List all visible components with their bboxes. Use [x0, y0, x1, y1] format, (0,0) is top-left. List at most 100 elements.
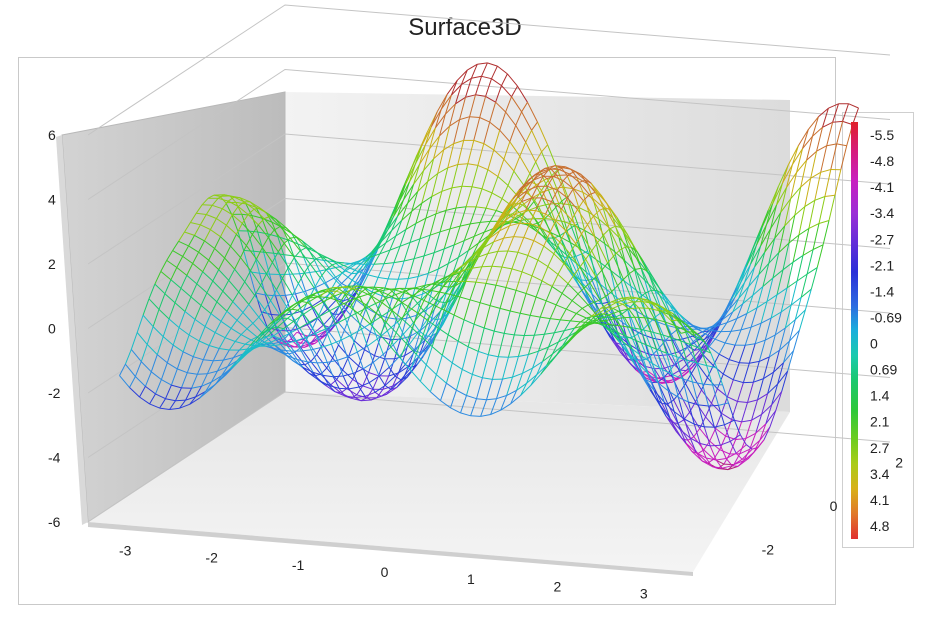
surface-segment [261, 247, 273, 263]
surface-segment [461, 77, 472, 86]
surface-segment [812, 223, 820, 250]
surface-segment [732, 465, 739, 467]
surface-segment [289, 237, 301, 252]
surface-segment [463, 319, 475, 325]
surface-segment [445, 280, 456, 283]
surface-segment [156, 336, 164, 355]
surface-segment [672, 340, 679, 353]
surface-segment [224, 337, 236, 342]
surface-segment [671, 319, 678, 322]
surface-segment [423, 235, 431, 257]
surface-segment [409, 238, 421, 243]
surface-segment [558, 330, 565, 343]
surface-segment [610, 297, 622, 303]
surface-segment [726, 311, 734, 323]
surface-segment [786, 172, 798, 188]
surface-segment [577, 200, 584, 210]
surface-segment [189, 397, 200, 405]
surface-segment [524, 218, 535, 221]
surface-segment [643, 322, 650, 330]
surface-segment [435, 209, 447, 215]
surface-segment [804, 289, 812, 311]
surface-segment [368, 375, 380, 384]
surface-segment [840, 145, 848, 170]
surface-segment [818, 220, 830, 224]
surface-segment [301, 301, 308, 304]
surface-segment [621, 296, 632, 299]
surface-segment [539, 183, 547, 194]
surface-segment [810, 171, 821, 179]
surface-segment [164, 293, 176, 304]
surface-segment [608, 227, 616, 252]
surface-segment [605, 291, 613, 297]
legend-label: -1.4 [870, 283, 894, 299]
surface-segment [647, 358, 659, 383]
surface-segment [351, 287, 363, 292]
surface-segment [321, 343, 332, 348]
surface-segment [776, 287, 788, 296]
surface-segment [505, 268, 513, 288]
surface-segment [784, 319, 796, 329]
surface-segment [518, 354, 529, 357]
surface-segment [160, 260, 168, 272]
surface-segment [485, 207, 497, 211]
surface-segment [754, 245, 762, 268]
legend-label: 1.4 [870, 388, 890, 404]
surface-segment [748, 274, 760, 287]
surface-segment [423, 158, 434, 171]
surface-segment [704, 341, 712, 354]
surface-segment [538, 346, 549, 352]
surface-segment [679, 429, 687, 444]
surface-segment [373, 253, 381, 265]
surface-segment [522, 179, 534, 189]
surface-segment [225, 202, 233, 215]
surface-segment [781, 164, 793, 184]
surface-segment [564, 166, 576, 172]
surface-segment [499, 307, 511, 312]
surface-segment [609, 317, 621, 337]
surface-segment [276, 289, 288, 307]
surface-segment [660, 312, 672, 335]
surface-segment [780, 304, 792, 313]
surface-segment [168, 302, 176, 320]
surface-segment [643, 328, 655, 355]
surface-segment [711, 466, 723, 469]
surface-segment [620, 277, 632, 287]
surface-segment [526, 374, 538, 384]
surface-segment [300, 347, 312, 362]
surface-segment [642, 356, 653, 364]
surface-segment [551, 286, 563, 294]
surface-segment [395, 220, 403, 237]
surface-segment [591, 242, 599, 252]
surface-segment [323, 259, 334, 263]
surface-segment [566, 174, 574, 189]
surface-segment [740, 313, 748, 331]
surface-segment [382, 375, 390, 390]
surface-segment [518, 209, 529, 216]
surface-segment [472, 373, 483, 379]
surface-segment [155, 379, 162, 395]
surface-segment [215, 208, 223, 219]
surface-segment [258, 316, 270, 331]
surface-segment [656, 349, 663, 370]
surface-segment [320, 347, 328, 363]
surface-segment [280, 316, 292, 333]
surface-segment [660, 334, 667, 354]
surface-segment [424, 319, 436, 337]
surface-segment [411, 327, 423, 338]
surface-segment [641, 356, 649, 374]
surface-segment [347, 351, 358, 358]
surface-segment [397, 292, 405, 301]
surface-segment [419, 284, 427, 290]
surface-segment [712, 384, 719, 406]
surface-segment [418, 272, 429, 277]
surface-segment [453, 225, 461, 246]
surface-segment [343, 372, 354, 377]
surface-segment [319, 290, 327, 298]
surface-segment [751, 413, 762, 421]
surface-segment [405, 327, 413, 344]
surface-segment [176, 351, 184, 370]
surface-segment [303, 272, 315, 289]
surface-segment [266, 262, 273, 275]
surface-segment [678, 313, 690, 327]
